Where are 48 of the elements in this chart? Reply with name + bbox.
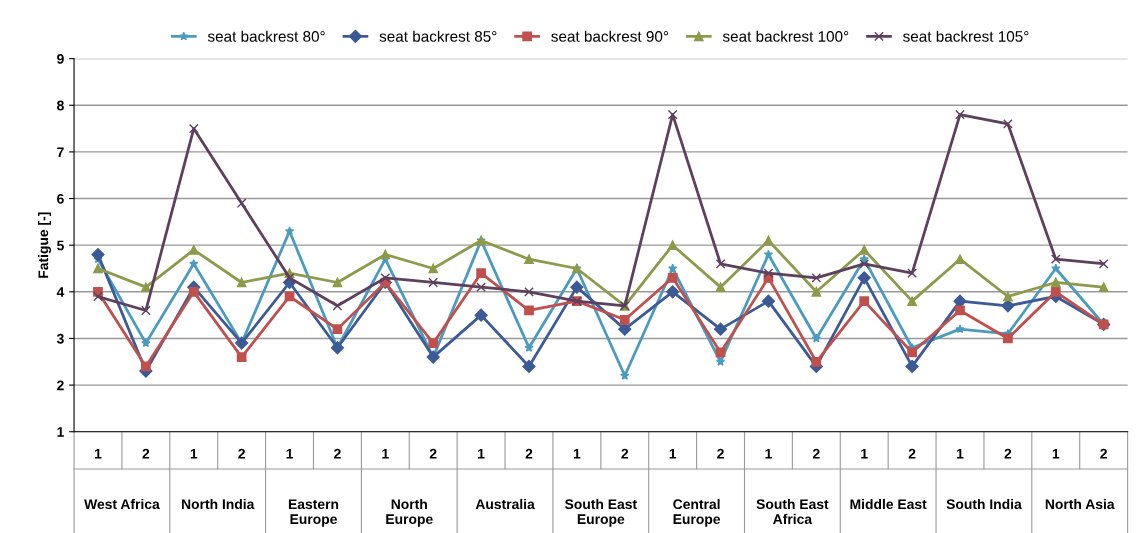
text: Central Europe bbox=[673, 498, 721, 527]
legend-label: seat backrest 105° bbox=[903, 30, 1029, 42]
legend-label: seat backrest 85° bbox=[379, 30, 497, 42]
y-tick-label: 1 bbox=[57, 427, 64, 437]
x-tick-label: 1 bbox=[382, 448, 389, 459]
x-tick-label: 2 bbox=[812, 448, 820, 459]
text: Australia bbox=[475, 498, 535, 510]
y-tick-label: 7 bbox=[57, 147, 64, 157]
x-tick-label: 2 bbox=[525, 448, 533, 459]
x-tick-label: 1 bbox=[957, 448, 964, 459]
x-tick-label: 2 bbox=[1004, 448, 1012, 459]
y-tick-label: 5 bbox=[57, 240, 64, 251]
x-tick-label: 1 bbox=[1052, 448, 1060, 459]
x-tick-label: 2 bbox=[717, 448, 724, 459]
y-axis-title: Fatigue [-] bbox=[38, 212, 52, 278]
y-tick-label: 3 bbox=[56, 333, 64, 344]
x-tick-label: 2 bbox=[908, 448, 916, 459]
x-tick-label: 1 bbox=[765, 448, 772, 459]
text: South India bbox=[946, 498, 1022, 510]
legend-label: seat backrest 80° bbox=[207, 30, 325, 42]
text: North Asia bbox=[1045, 498, 1115, 510]
y-tick-label: 6 bbox=[57, 193, 64, 204]
x-tick-label: 2 bbox=[1100, 448, 1107, 459]
y-tick-label: 9 bbox=[57, 53, 64, 64]
text: Eastern Europe bbox=[288, 499, 339, 527]
x-tick-label: 1 bbox=[286, 448, 294, 459]
x-tick-label: 1 bbox=[94, 448, 102, 459]
x-tick-label: 1 bbox=[861, 448, 868, 459]
legend-label: seat backrest 100° bbox=[722, 30, 849, 42]
x-tick-label: 1 bbox=[669, 448, 677, 459]
y-tick-label: 2 bbox=[57, 380, 64, 391]
x-tick-label: 1 bbox=[573, 448, 581, 459]
x-tick-label: 2 bbox=[142, 448, 150, 459]
x-tick-label: 1 bbox=[478, 448, 485, 459]
legend-label: seat backrest 90° bbox=[551, 30, 669, 42]
x-tick-label: 2 bbox=[334, 448, 341, 459]
x-tick-label: 1 bbox=[190, 448, 198, 459]
y-tick-label: 4 bbox=[56, 287, 65, 297]
x-tick-label: 2 bbox=[621, 448, 629, 459]
text: South East Africa bbox=[756, 498, 829, 525]
x-tick-label: 2 bbox=[238, 448, 245, 459]
text: North India bbox=[181, 498, 255, 510]
y-tick-label: 8 bbox=[57, 100, 64, 111]
text: West Africa bbox=[84, 498, 160, 510]
x-tick-label: 2 bbox=[429, 448, 437, 459]
text: South East Europe bbox=[564, 498, 637, 527]
text: North Europe bbox=[386, 498, 433, 527]
text: Middle East bbox=[850, 498, 927, 510]
